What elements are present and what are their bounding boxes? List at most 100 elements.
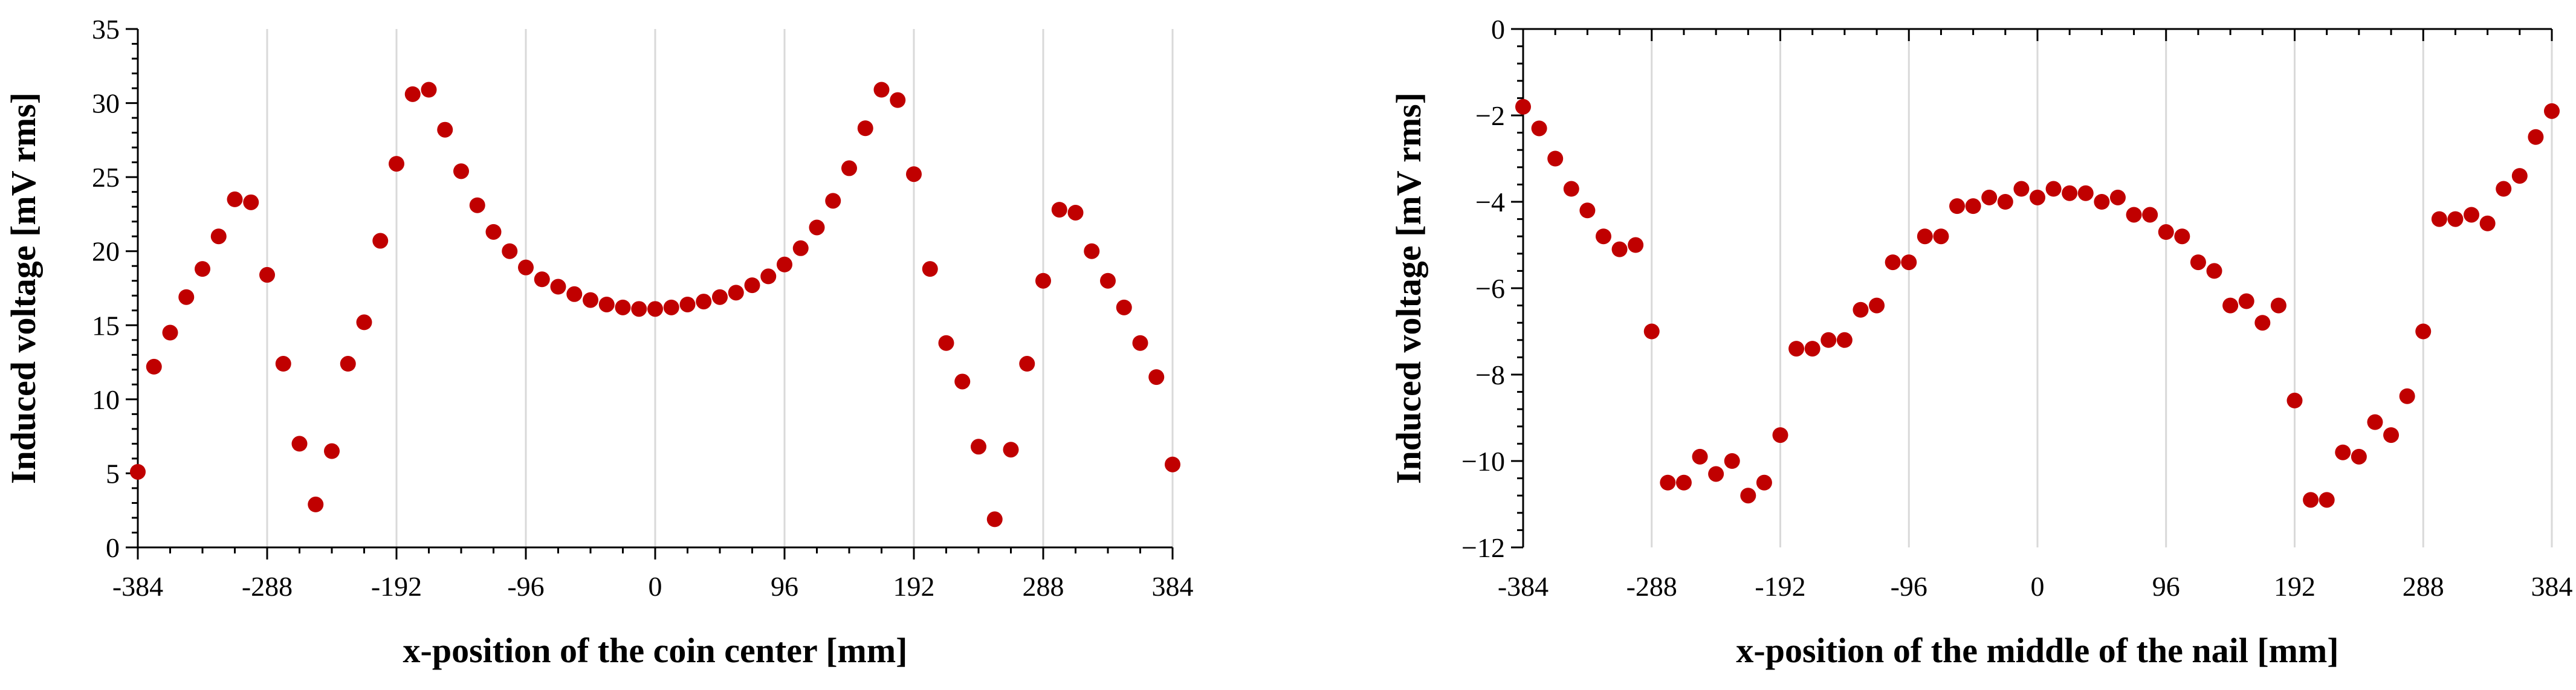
coin-x-tick-label: 384	[1152, 571, 1194, 602]
coin-data-point	[663, 299, 679, 315]
coin-data-point	[1165, 456, 1180, 472]
nail-data-point	[2415, 323, 2432, 340]
coin-y-tick-label: 15	[92, 310, 120, 341]
nail-x-tick-label: -96	[1891, 571, 1927, 602]
coin-data-point	[728, 285, 744, 301]
coin-data-point	[598, 296, 615, 312]
coin-y-tick-label: 25	[92, 162, 120, 193]
coin-data-point	[437, 121, 453, 138]
nail-data-point	[1595, 228, 1611, 245]
nail-data-point	[2319, 492, 2335, 508]
nail-data-point	[2062, 185, 2078, 201]
nail-data-point	[1660, 474, 1676, 491]
coin-data-point	[760, 268, 777, 285]
coin-data-point	[389, 156, 404, 172]
coin-data-point	[210, 228, 227, 245]
coin-data-point	[195, 261, 210, 277]
coin-y-tick-label: 0	[106, 532, 120, 563]
nail-x-tick-label: -288	[1626, 571, 1677, 602]
nail-y-tick-label: 0	[1491, 14, 1505, 45]
coin-data-point	[890, 92, 906, 108]
coin-data-point	[275, 356, 291, 372]
nail-data-point	[1579, 202, 1596, 219]
nail-data-point	[1740, 488, 1756, 504]
nail-data-point	[1531, 120, 1547, 137]
nail-data-point	[1820, 332, 1837, 348]
coin-data-point	[986, 511, 1003, 527]
nail-data-point	[1949, 198, 1966, 214]
nail-data-point	[1515, 98, 1531, 115]
nail-data-point	[2238, 293, 2254, 309]
coin-data-point	[1100, 272, 1116, 289]
coin-data-point	[938, 335, 954, 351]
coin-data-point	[469, 197, 485, 213]
coin-data-point	[146, 358, 162, 375]
nail-y-tick-label: −10	[1461, 446, 1505, 477]
nail-data-point	[2335, 444, 2351, 460]
coin-x-tick-label: 96	[771, 571, 798, 602]
coin-data-point	[421, 82, 437, 98]
coin-data-point	[1132, 335, 1148, 351]
coin-data-point	[550, 279, 566, 295]
coin-data-point	[485, 224, 502, 240]
coin-data-point	[566, 286, 583, 302]
nail-data-point	[1933, 228, 1949, 245]
nail-data-point	[1885, 254, 1901, 271]
nail-y-tick-label: −8	[1475, 360, 1505, 390]
coin-data-point	[792, 240, 809, 256]
coin-data-point	[453, 163, 469, 179]
coin-data-point	[1116, 299, 1132, 315]
coin-y-tick-label: 20	[92, 236, 120, 267]
nail-data-point	[2303, 492, 2319, 508]
nail-data-point	[2496, 181, 2512, 197]
coin-data-point	[372, 233, 389, 249]
coin-data-point	[130, 463, 146, 480]
nail-data-point	[2254, 315, 2271, 331]
coin-data-point	[162, 324, 178, 341]
coin-y-tick-label: 30	[92, 88, 120, 119]
coin-data-point	[857, 120, 873, 137]
coin-y-tick-label: 10	[92, 384, 120, 415]
coin-data-point	[777, 256, 792, 272]
nail-data-point	[2126, 207, 2142, 223]
nail-y-tick-label: −4	[1475, 187, 1505, 218]
nail-x-tick-label: 0	[2031, 571, 2045, 602]
coin-data-point	[178, 289, 195, 305]
nail-data-point	[2158, 224, 2174, 240]
coin-data-point	[1051, 202, 1067, 218]
coin-data-point	[825, 193, 841, 209]
coin-data-point	[744, 277, 760, 294]
coin-data-point	[647, 301, 663, 317]
coin-data-point	[1019, 356, 1035, 372]
nail-data-point	[1788, 341, 1805, 357]
coin-data-point	[971, 439, 986, 455]
coin-data-point	[1067, 204, 1084, 221]
nail-data-point	[2383, 427, 2400, 443]
coin-y-axis-title: Induced voltage [mV rms]	[4, 92, 43, 484]
nail-data-point	[2511, 168, 2528, 184]
coin-data-point	[906, 166, 922, 182]
coin-data-point	[954, 373, 971, 390]
coin-y-tick-label: 35	[92, 14, 120, 45]
coin-data-point	[404, 86, 421, 102]
coin-data-point	[696, 294, 712, 310]
nail-data-point	[1643, 323, 1660, 340]
nail-data-point	[2077, 185, 2094, 201]
coin-data-point	[324, 443, 340, 459]
nail-data-point	[2464, 207, 2480, 223]
nail-data-point	[1724, 453, 1740, 469]
coin-data-point	[679, 296, 696, 312]
coin-data-point	[291, 436, 308, 452]
coin-data-point	[259, 266, 275, 283]
nail-data-point	[2109, 189, 2126, 205]
coin-x-tick-label: 0	[649, 571, 662, 602]
coin-data-point	[841, 160, 857, 176]
nail-data-point	[1692, 448, 1708, 465]
coin-data-point	[922, 261, 938, 277]
nail-x-tick-label: 192	[2274, 571, 2315, 602]
nail-data-point	[2030, 189, 2045, 205]
coin-data-point	[340, 356, 356, 372]
nail-data-point	[1917, 228, 1933, 245]
nail-data-point	[1836, 332, 1853, 348]
